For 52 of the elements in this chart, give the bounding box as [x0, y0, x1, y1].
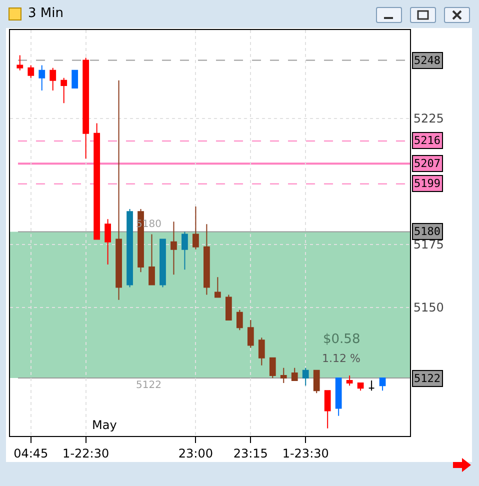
candlestick	[258, 337, 265, 366]
candlestick	[313, 370, 320, 394]
candlestick	[148, 234, 155, 286]
candlestick	[60, 77, 68, 104]
x-tick-label: 23:00	[178, 446, 214, 460]
candlestick	[38, 64, 46, 92]
candlestick	[335, 378, 342, 416]
candlestick	[204, 224, 210, 296]
candlestick	[16, 54, 24, 71]
y-tick-label: 5225	[413, 111, 444, 126]
candlestick	[82, 57, 90, 160]
y-tick-label: 5150	[413, 300, 444, 315]
ref-line-label: 5180	[414, 225, 440, 238]
candlestick	[126, 208, 133, 288]
annotation: $0.58	[323, 332, 360, 347]
x-tick-label: 1-22:30	[62, 446, 110, 460]
candlestick	[247, 320, 254, 348]
annotation: 5122	[136, 380, 162, 391]
candlestick	[346, 374, 353, 386]
candlestick	[357, 382, 364, 392]
candlestick	[28, 64, 34, 78]
chart-title: 3 Min	[28, 6, 64, 21]
candlestick	[94, 122, 100, 240]
annotation: May	[92, 418, 117, 432]
candlestick	[379, 378, 386, 392]
candlestick	[368, 380, 375, 392]
candlestick	[104, 218, 111, 266]
candlestick	[236, 309, 243, 331]
candlestick	[324, 390, 331, 429]
candlestick	[170, 221, 177, 276]
candlestick	[291, 367, 298, 382]
candlestick	[214, 276, 221, 298]
candlestick	[280, 367, 287, 384]
x-tick-label: 23:15	[233, 446, 268, 460]
ref-line-label: 5216	[414, 134, 440, 147]
ref-line-label: 5122	[414, 372, 440, 385]
candlestick	[160, 238, 166, 288]
y-tick-label: 5175	[413, 238, 444, 252]
x-tick-label: 1-23:30	[282, 446, 329, 460]
ref-line-label: 5199	[414, 177, 440, 190]
annotation: 1.12 %	[322, 352, 360, 365]
candlestick	[225, 294, 232, 320]
candlestick	[50, 67, 56, 92]
x-tick-label: 04:45	[14, 446, 48, 460]
candlestick	[269, 357, 276, 378]
candlestick	[192, 206, 199, 250]
candlestick	[182, 231, 188, 270]
ref-line-label: 5207	[414, 157, 440, 170]
ref-line-label: 5248	[414, 54, 440, 67]
candlestick	[72, 70, 78, 88]
candlestick	[302, 367, 309, 386]
candlestick	[116, 80, 122, 300]
